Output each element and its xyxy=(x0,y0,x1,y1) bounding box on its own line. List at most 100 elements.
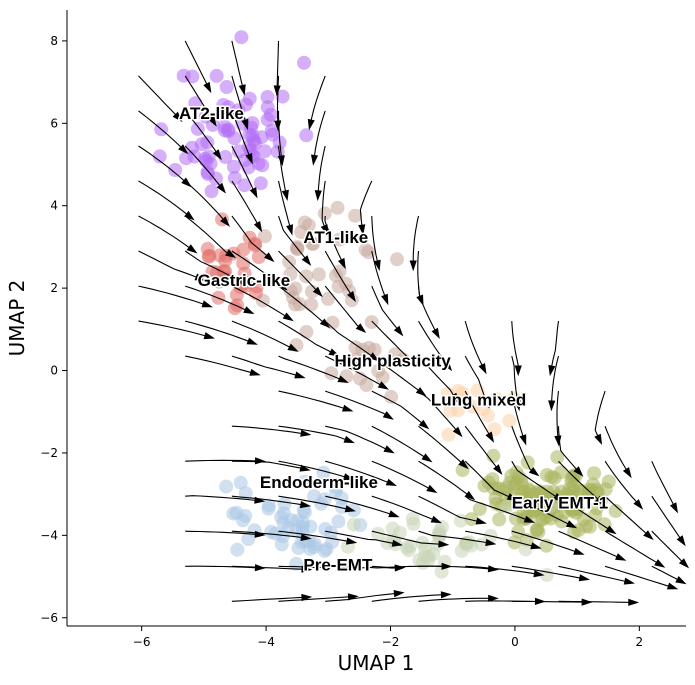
velocity-streamline xyxy=(231,145,256,194)
velocity-arrowhead xyxy=(421,453,433,463)
velocity-arrowhead xyxy=(528,467,540,477)
cell-point xyxy=(297,55,311,70)
cell-point xyxy=(274,537,289,552)
cell-point xyxy=(219,80,234,94)
ticks-layer: −6 −4 −2 0 2 −6 −4 −2 0 2 4 6 8 xyxy=(40,34,643,649)
cell-point xyxy=(200,135,215,150)
velocity-streamline xyxy=(412,215,420,266)
velocity-streamline xyxy=(418,530,491,544)
velocity-arrowhead xyxy=(184,210,195,221)
cell-point xyxy=(249,279,264,294)
cell-point xyxy=(464,512,479,527)
cell-point xyxy=(321,291,335,306)
cell-point xyxy=(219,479,234,494)
cell-point xyxy=(329,268,343,283)
velocity-streamline xyxy=(325,592,399,602)
cell-point xyxy=(500,499,515,514)
cell-point xyxy=(317,206,332,221)
cell-point xyxy=(334,491,349,505)
velocity-arrowhead xyxy=(654,559,666,568)
cell-point xyxy=(230,298,245,313)
y-tick-label: −4 xyxy=(40,528,58,542)
velocity-streamline xyxy=(511,391,525,441)
cluster-label: Endoderm-like xyxy=(260,473,378,492)
velocity-arrowhead xyxy=(643,530,654,541)
velocity-arrowhead xyxy=(426,484,438,494)
cell-point xyxy=(531,524,546,539)
velocity-streamline xyxy=(550,321,560,371)
cell-point xyxy=(443,403,458,418)
velocity-streamline xyxy=(138,75,179,119)
velocity-streamline xyxy=(231,110,252,159)
cell-point xyxy=(218,150,233,164)
cell-point xyxy=(371,363,386,378)
cell-point xyxy=(230,542,245,557)
velocity-arrowhead xyxy=(186,244,198,254)
velocity-arrowhead xyxy=(573,547,585,555)
cell-point xyxy=(203,156,218,171)
velocity-streamline xyxy=(371,594,446,602)
velocity-streamline xyxy=(278,530,352,543)
cell-point xyxy=(251,250,266,264)
velocity-streamline xyxy=(604,460,640,506)
velocity-streamline xyxy=(651,495,683,542)
cell-point xyxy=(247,236,262,251)
cell-point xyxy=(208,171,223,186)
cell-point xyxy=(608,503,623,518)
cluster-label: AT1-like xyxy=(303,228,368,247)
velocity-arrowhead xyxy=(440,591,452,599)
velocity-arrowhead xyxy=(407,356,418,367)
cell-point xyxy=(311,267,326,282)
cell-point xyxy=(550,450,565,465)
velocity-arrowhead xyxy=(678,558,690,569)
cell-point xyxy=(152,149,167,164)
cell-point xyxy=(297,505,312,520)
cell-point xyxy=(190,121,205,136)
cell-point xyxy=(220,271,235,286)
cluster-label: Gastric-like xyxy=(198,271,291,290)
velocity-arrowhead xyxy=(203,332,215,340)
velocity-arrowhead xyxy=(243,306,255,315)
cell-point xyxy=(511,524,526,539)
velocity-streamline xyxy=(325,530,398,545)
velocity-streamline xyxy=(278,320,335,355)
cell-point xyxy=(283,267,298,282)
cell-point xyxy=(331,514,346,529)
velocity-streamline xyxy=(185,320,253,344)
cell-point xyxy=(179,151,194,166)
velocity-streamline xyxy=(558,460,602,503)
cell-point xyxy=(237,178,252,193)
cell-point xyxy=(289,556,304,571)
velocity-arrowhead xyxy=(299,501,312,509)
cell-point xyxy=(301,218,316,233)
velocity-streamline xyxy=(278,495,351,511)
x-tick-label: −6 xyxy=(133,635,151,649)
cell-point xyxy=(245,128,260,143)
velocity-arrowhead xyxy=(220,216,230,227)
velocity-arrowhead xyxy=(312,286,323,298)
velocity-arrowhead xyxy=(254,457,266,465)
velocity-arrowhead xyxy=(178,144,189,155)
velocity-arrowhead xyxy=(675,576,687,585)
cell-point xyxy=(441,427,456,442)
velocity-streamline xyxy=(138,180,191,218)
velocity-streamline xyxy=(371,215,379,266)
cell-point xyxy=(358,242,373,257)
velocity-arrowhead xyxy=(307,118,315,131)
velocity-streamline xyxy=(325,495,395,516)
velocity-streamline xyxy=(465,530,537,548)
cell-point xyxy=(371,526,386,541)
velocity-arrowhead xyxy=(172,111,183,123)
velocity-streamline xyxy=(231,495,306,506)
velocity-arrowhead xyxy=(565,520,578,529)
velocity-streamline xyxy=(231,530,306,539)
velocity-arrowhead xyxy=(286,224,293,236)
cell-point xyxy=(346,517,361,532)
velocity-arrowhead xyxy=(666,582,679,590)
velocity-streamline xyxy=(418,460,471,498)
velocity-arrowhead xyxy=(418,419,430,430)
velocity-streamline xyxy=(418,355,457,400)
velocity-arrowhead xyxy=(493,464,503,475)
velocity-arrowhead xyxy=(553,493,565,502)
